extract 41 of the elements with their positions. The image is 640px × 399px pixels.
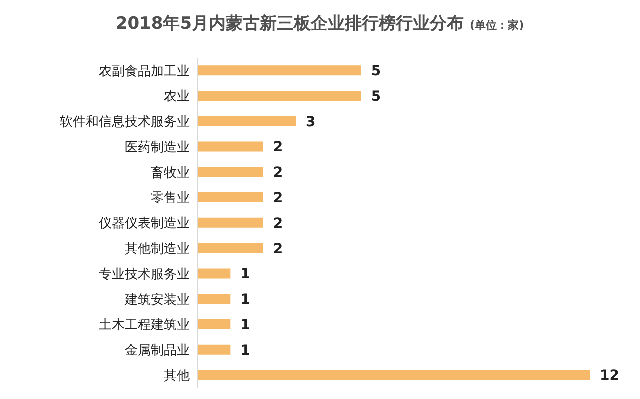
bar — [198, 116, 296, 126]
y-tick-label: 土木工程建筑业 — [99, 318, 190, 334]
data-label: 1 — [240, 266, 250, 283]
y-tick-label: 专业技术服务业 — [99, 267, 190, 282]
bar — [198, 91, 362, 101]
data-label: 3 — [306, 114, 316, 130]
y-tick-label: 建筑安装业 — [124, 292, 190, 308]
data-label: 1 — [240, 292, 250, 308]
y-tick-label: 其他制造业 — [125, 242, 190, 257]
bar — [198, 268, 231, 279]
y-tick-label: 农业 — [164, 90, 190, 105]
y-tick-label: 医药制造业 — [125, 140, 190, 156]
bar — [198, 370, 590, 380]
data-label: 2 — [273, 165, 284, 182]
data-label: 1 — [240, 317, 250, 334]
data-label: 12 — [600, 368, 620, 384]
data-label: 2 — [273, 140, 284, 156]
y-tick-label: 畜牧业 — [151, 164, 190, 181]
y-tick-label: 其他 — [164, 368, 190, 384]
bar — [198, 319, 231, 330]
y-tick-label: 软件和信息技术服务业 — [60, 115, 190, 130]
bar — [198, 344, 231, 355]
data-label: 5 — [371, 88, 382, 105]
chart-subtitle: (单位：家) — [470, 19, 524, 32]
y-tick-label: 零售业 — [151, 191, 190, 206]
y-tick-label: 农副食品加工业 — [99, 64, 190, 80]
bar — [198, 243, 264, 254]
bar — [198, 294, 231, 304]
data-label: 2 — [273, 190, 284, 207]
data-label: 5 — [371, 64, 382, 80]
data-label: 2 — [273, 241, 284, 258]
data-label: 2 — [273, 216, 284, 232]
bar — [198, 167, 264, 178]
y-tick-label: 仪器仪表制造业 — [99, 216, 190, 232]
bar — [198, 192, 264, 203]
bar — [198, 218, 264, 228]
bar — [198, 66, 362, 76]
bar — [198, 142, 264, 152]
y-tick-label: 金属制品业 — [125, 344, 190, 359]
data-label: 1 — [240, 342, 250, 359]
chart-title: 2018年5月内蒙古新三板企业排行榜行业分布 — [116, 14, 464, 34]
